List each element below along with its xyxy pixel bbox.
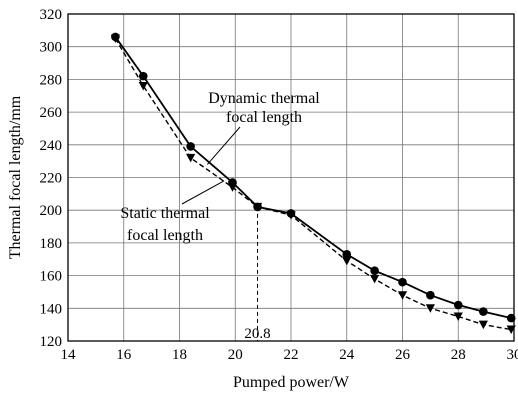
dynamic-data-point xyxy=(479,307,488,316)
series-layer xyxy=(110,32,516,335)
dynamic-data-point xyxy=(506,313,516,323)
static-data-point xyxy=(506,325,516,335)
x-tick-label: 20 xyxy=(228,347,243,363)
x-tick-label: 22 xyxy=(284,347,299,363)
y-tick-label: 180 xyxy=(40,236,63,252)
static-annotation-line2: focal length xyxy=(127,227,203,244)
y-tick-label: 120 xyxy=(40,334,63,350)
y-axis-ticks: 120 140 160 180 200 220 240 260 280 300 320 xyxy=(40,7,63,350)
static-data-point xyxy=(138,81,148,91)
static-data-point xyxy=(286,211,296,220)
y-axis-label: Thermal focal length/mm xyxy=(7,95,24,259)
static-data-point xyxy=(186,153,196,163)
x-axis-label: Pumped power/W xyxy=(233,374,350,391)
static-data-point xyxy=(453,312,463,321)
x-tick-label: 26 xyxy=(395,347,411,363)
y-tick-label: 300 xyxy=(40,40,63,56)
y-tick-label: 200 xyxy=(40,203,63,219)
x-tick-label: 18 xyxy=(172,347,187,363)
y-tick-label: 260 xyxy=(40,105,63,121)
dynamic-data-point xyxy=(138,71,148,81)
y-tick-label: 240 xyxy=(40,138,63,154)
y-tick-label: 320 xyxy=(40,7,63,23)
x-tick-label: 16 xyxy=(116,347,132,363)
static-data-point xyxy=(425,304,435,313)
dynamic-data-point xyxy=(370,266,379,275)
static-annotation-line1: Static thermal xyxy=(120,205,210,222)
static-data-point xyxy=(397,291,408,300)
plot-frame xyxy=(67,13,515,342)
dynamic-annotation-line1: Dynamic thermal xyxy=(208,90,320,107)
dynamic-annotation-leader xyxy=(206,126,241,165)
static-data-point xyxy=(370,274,380,284)
grid-lines xyxy=(68,14,514,341)
static-data-point xyxy=(227,183,238,192)
static-annotation-leader xyxy=(181,180,225,205)
static-series-line xyxy=(114,38,512,331)
y-tick-label: 160 xyxy=(40,269,63,285)
y-tick-label: 220 xyxy=(40,171,63,187)
x-axis-ticks: 14 16 18 20 22 24 26 28 30 xyxy=(61,347,518,363)
x-tick-label: 28 xyxy=(451,347,466,363)
static-data-point xyxy=(342,256,352,266)
marker-value-label: 20.8 xyxy=(244,326,270,342)
dynamic-data-point xyxy=(186,142,195,151)
y-tick-label: 140 xyxy=(40,301,63,317)
x-tick-label: 30 xyxy=(507,347,518,363)
annotation-layer: Dynamic thermal focal length Static therma… xyxy=(120,90,320,342)
static-data-point xyxy=(110,34,120,44)
dynamic-data-point xyxy=(453,300,463,310)
y-tick-label: 280 xyxy=(40,72,63,88)
static-data-point xyxy=(478,320,488,330)
dynamic-data-point xyxy=(342,250,352,259)
dynamic-data-point xyxy=(398,277,407,287)
x-tick-label: 14 xyxy=(61,347,77,363)
dynamic-annotation-line2: focal length xyxy=(226,109,302,126)
x-tick-label: 24 xyxy=(339,347,355,363)
dynamic-data-point xyxy=(426,290,435,300)
